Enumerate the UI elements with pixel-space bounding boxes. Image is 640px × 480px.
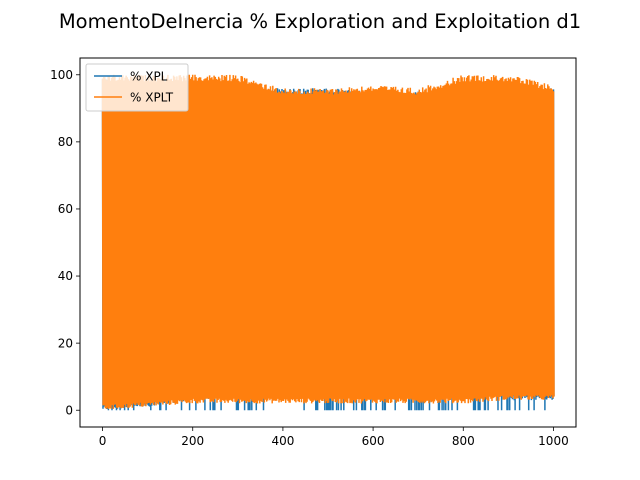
x-tick-label: 0 — [99, 434, 107, 448]
x-tick-label: 600 — [362, 434, 385, 448]
x-tick-label: 1000 — [538, 434, 569, 448]
y-tick-label: 20 — [58, 336, 73, 350]
series-line-xplt — [101, 74, 555, 410]
axes-frame — [79, 57, 577, 428]
y-tick-label: 100 — [50, 68, 73, 82]
y-axis: 0 20 40 60 80 100 — [50, 68, 80, 417]
plot-area — [101, 74, 555, 411]
legend: % XPL % XPLT — [85, 63, 189, 112]
y-tick-label: 0 — [65, 403, 73, 417]
x-tick-label: 800 — [452, 434, 475, 448]
x-tick-label: 200 — [181, 434, 204, 448]
x-tick-label: 400 — [271, 434, 294, 448]
x-axis: 0 200 400 600 800 1000 — [99, 427, 569, 448]
y-tick-label: 40 — [58, 269, 73, 283]
legend-label-xplt: % XPLT — [130, 91, 174, 105]
chart-title: MomentoDeInercia % Exploration and Explo… — [59, 10, 581, 33]
y-tick-label: 80 — [58, 135, 73, 149]
legend-label-xpl: % XPL — [130, 70, 168, 84]
y-tick-label: 60 — [58, 202, 73, 216]
